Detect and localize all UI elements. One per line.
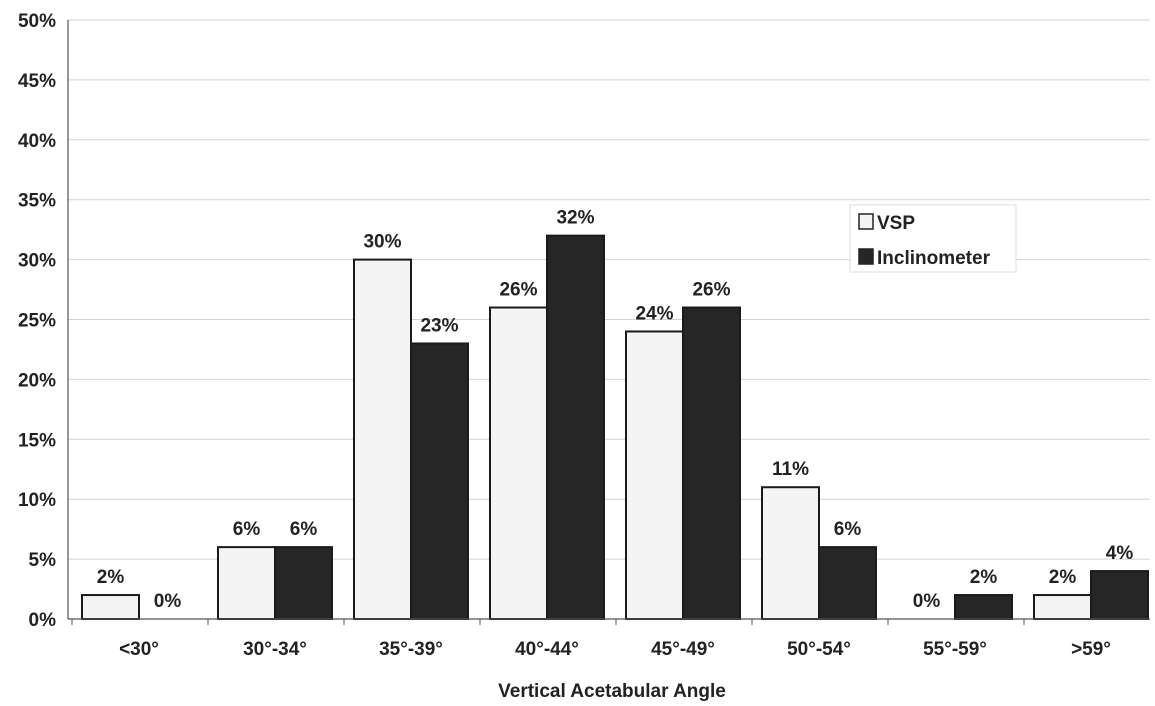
data-label-vsp: 2%	[1049, 567, 1077, 588]
legend-swatch-vsp	[858, 213, 874, 230]
axes	[67, 20, 1150, 625]
y-tick-label: 35%	[18, 191, 56, 212]
y-tick-label: 30%	[18, 251, 56, 272]
y-tick-label: 20%	[18, 370, 56, 391]
data-label-inclinometer: 23%	[420, 315, 458, 336]
data-label-vsp: 24%	[635, 303, 673, 324]
bar-vsp	[489, 306, 548, 620]
data-label-inclinometer: 0%	[154, 591, 182, 612]
y-tick-label: 0%	[29, 610, 57, 631]
bar-vsp	[81, 594, 140, 620]
x-tick-label: 45°-49°	[651, 639, 715, 660]
data-label-inclinometer: 32%	[556, 208, 594, 229]
bar-inclinometer	[274, 546, 333, 620]
data-label-vsp: 2%	[97, 567, 125, 588]
legend-box	[849, 204, 1017, 273]
bar-inclinometer	[954, 594, 1013, 620]
bars	[81, 234, 1149, 621]
x-tick-label: 50°-54°	[787, 639, 851, 660]
data-label-inclinometer: 4%	[1106, 543, 1134, 564]
data-label-vsp: 26%	[499, 280, 537, 301]
x-tick-label: 35°-39°	[379, 639, 443, 660]
legend-label-inclinometer: Inclinometer	[877, 248, 991, 269]
bar-vsp	[353, 258, 412, 620]
bar-vsp	[625, 330, 684, 620]
x-tick-label: 30°-34°	[243, 639, 307, 660]
x-axis-tick-labels: <30° 30°-34° 35°-39° 40°-44° 45°-49° 50°-54° 5…	[119, 639, 1111, 660]
data-label-vsp: 11%	[772, 459, 809, 480]
y-tick-label: 40%	[18, 131, 56, 152]
data-label-vsp: 6%	[233, 519, 261, 540]
y-tick-label: 25%	[18, 311, 56, 332]
x-tick-label: >59°	[1071, 639, 1111, 660]
x-tick-label: 55°-59°	[923, 639, 987, 660]
legend: VSP Inclinometer	[849, 204, 1017, 273]
y-axis-tick-labels: 0% 5% 10% 15% 20% 25% 30% 35% 40% 45% 50%	[18, 11, 56, 631]
bar-vsp	[761, 486, 820, 620]
y-tick-label: 5%	[29, 550, 57, 571]
bar-inclinometer	[1090, 570, 1149, 621]
bar-vsp	[217, 546, 276, 620]
x-axis-title: Vertical Acetabular Angle	[498, 681, 726, 702]
bar-vsp	[1033, 594, 1092, 620]
data-label-inclinometer: 6%	[290, 519, 318, 540]
y-tick-label: 15%	[18, 430, 56, 451]
bar-inclinometer	[818, 546, 877, 620]
data-label-vsp: 30%	[363, 232, 401, 253]
bar-inclinometer	[410, 342, 469, 620]
x-tick-label: 40°-44°	[515, 639, 579, 660]
data-label-inclinometer: 26%	[692, 280, 730, 301]
legend-label-vsp: VSP	[877, 213, 915, 234]
data-labels: 2% 0% 6% 6% 30% 23% 26% 32% 24% 26% 11% 6% 0% 2% 2% 4%	[97, 208, 1134, 612]
data-label-vsp: 0%	[913, 591, 941, 612]
y-tick-label: 10%	[18, 490, 56, 511]
bar-inclinometer	[682, 306, 741, 620]
data-label-inclinometer: 2%	[970, 567, 998, 588]
y-tick-label: 50%	[18, 11, 56, 32]
x-tick-label: <30°	[119, 639, 159, 660]
gridlines	[68, 19, 1150, 560]
y-tick-label: 45%	[18, 71, 56, 92]
bar-inclinometer	[546, 234, 605, 620]
legend-swatch-inclinometer	[858, 248, 874, 265]
data-label-inclinometer: 6%	[834, 519, 862, 540]
